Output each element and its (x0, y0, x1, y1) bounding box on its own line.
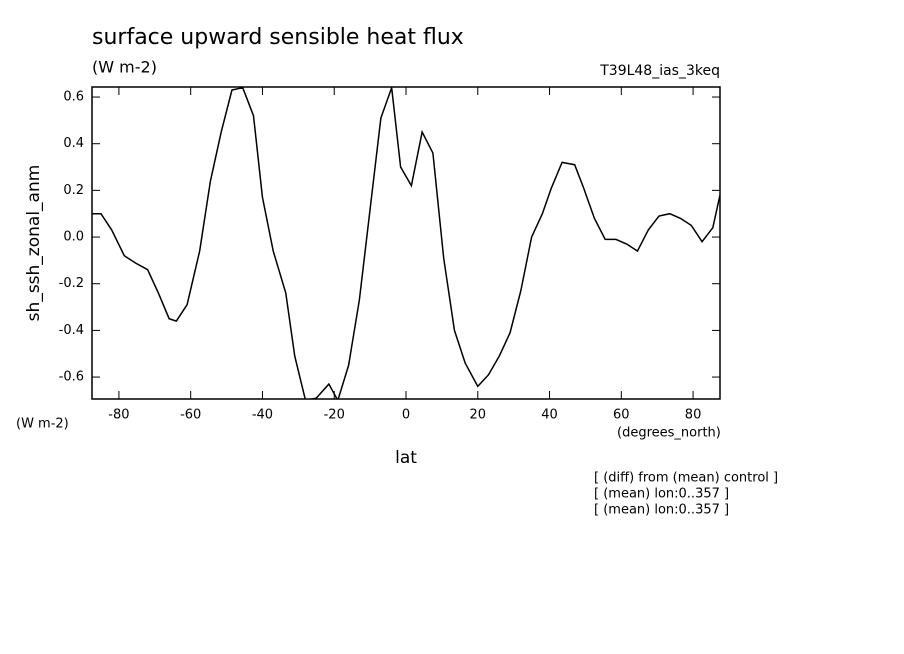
y-axis-label: sh_ssh_zonal_anm (24, 165, 44, 322)
x-tick-label: -40 (252, 408, 273, 423)
x-tick-label: -20 (324, 408, 345, 423)
x-tick-label: 0 (402, 408, 410, 423)
x-tick-label: 80 (685, 408, 702, 423)
note: [ (diff) from (mean) control ] (594, 471, 778, 486)
x-tick-label: 20 (469, 408, 486, 423)
x-tick-label: 40 (541, 408, 558, 423)
note: [ (mean) lon:0..357 ] (594, 503, 729, 518)
y-units: (W m-2) (16, 417, 69, 432)
y-tick-label: 0.0 (63, 230, 84, 245)
run-label: T39L48_ias_3keq (599, 63, 720, 79)
y-tick-label: 0.2 (63, 183, 84, 198)
x-tick-label: -80 (108, 408, 129, 423)
y-tick-label: -0.4 (59, 323, 84, 338)
chart-title: surface upward sensible heat flux (92, 25, 464, 50)
x-units: (degrees_north) (617, 426, 721, 441)
x-axis-label: lat (395, 448, 417, 468)
subtitle: (W m-2) (92, 58, 157, 77)
y-tick-label: 0.4 (63, 136, 84, 151)
y-tick-label: 0.6 (63, 90, 84, 105)
y-tick-label: -0.6 (59, 370, 84, 385)
y-tick-label: -0.2 (59, 276, 84, 291)
x-tick-label: 60 (613, 408, 630, 423)
x-tick-label: -60 (180, 408, 201, 423)
note: [ (mean) lon:0..357 ] (594, 487, 729, 502)
data-line (92, 87, 720, 399)
